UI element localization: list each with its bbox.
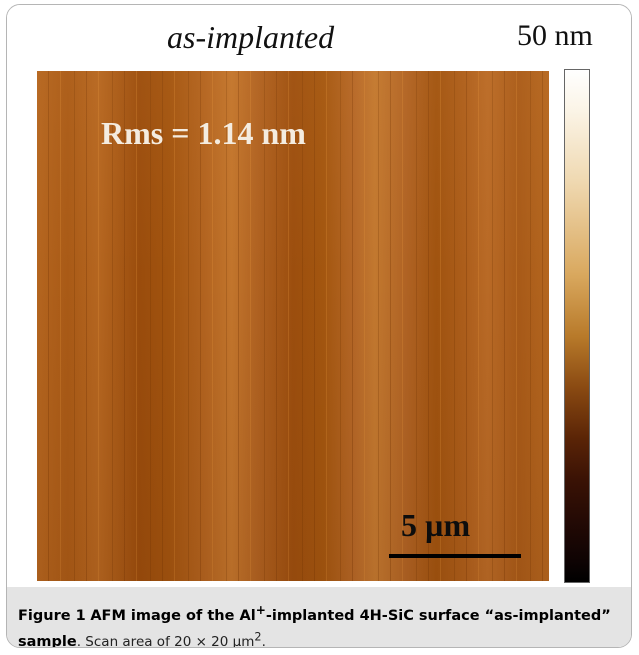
figure-area: as-implanted 50 nm Rms = 1.14 nm 5 µm (7, 5, 631, 587)
panel-title: as-implanted (167, 19, 335, 55)
caption-title-prefix: AFM image of the Al (90, 607, 256, 624)
scalebar-label: 5 µm (401, 507, 471, 543)
caption-title: AFM image of the Al+-implanted 4H-SiC su… (18, 603, 611, 648)
caption-label: Figure 1 (18, 607, 86, 624)
afm-image: Rms = 1.14 nm 5 µm (37, 71, 549, 581)
scalebar (389, 554, 521, 558)
caption-title-suffix: -implanted 4H-SiC surface “as-implanted”… (18, 607, 611, 648)
figure-caption: Figure 1 AFM image of the Al+-implanted … (7, 587, 631, 648)
rms-label: Rms = 1.14 nm (101, 115, 306, 151)
colorbar-max-label: 50 nm (517, 19, 593, 52)
caption-rest: . Scan area of 20 × 20 µm2. (76, 630, 266, 648)
caption-rest-superscript: 2 (254, 630, 262, 644)
height-colorbar (564, 69, 590, 583)
caption-title-superscript: + (255, 603, 266, 617)
caption-rest-prefix: . Scan area of 20 × 20 µm (76, 634, 255, 648)
caption-rest-suffix: . (261, 634, 266, 648)
figure-frame: as-implanted 50 nm Rms = 1.14 nm 5 µm Fi… (6, 4, 632, 648)
